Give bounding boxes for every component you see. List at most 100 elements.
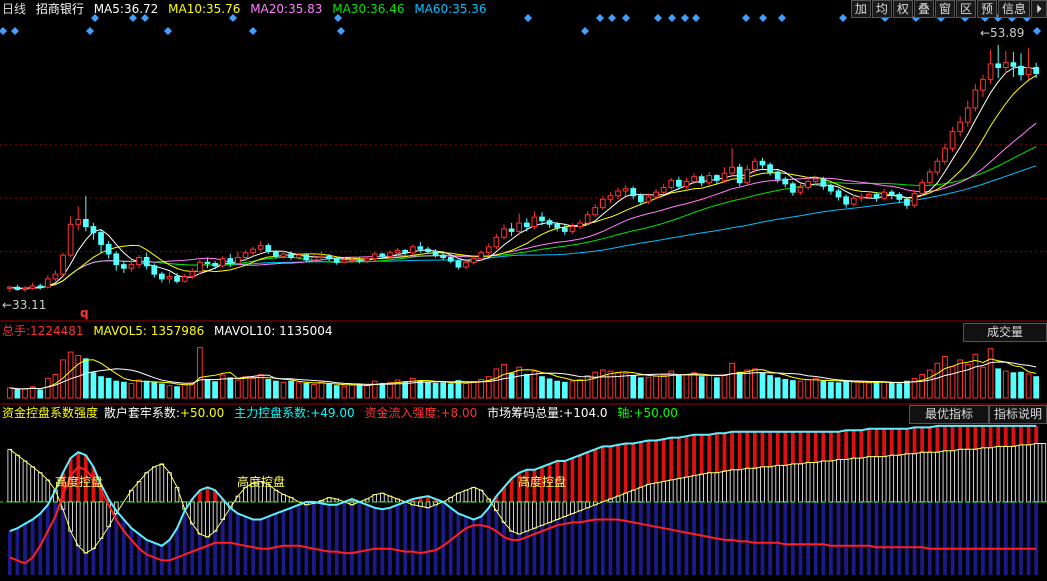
candle	[29, 282, 36, 290]
volume-bar	[896, 383, 903, 399]
candle-body	[159, 273, 165, 280]
indicator-white-bar	[151, 466, 157, 503]
toolbar-window-button[interactable]: 窗	[934, 0, 955, 18]
volume-bar	[60, 359, 66, 399]
best-indicator-tab[interactable]: 最优指标	[909, 405, 989, 424]
candle-body	[90, 226, 97, 234]
indicator-white-bar	[965, 448, 971, 503]
volume-bar	[949, 366, 956, 399]
candle-body	[280, 253, 287, 257]
low-price-marker: ←33.11	[2, 298, 46, 312]
candle-body	[227, 258, 234, 264]
indicator-white-bar	[843, 459, 849, 503]
indicator-blue-bar	[266, 516, 271, 575]
indicator-blue-bar	[61, 501, 65, 575]
candle	[942, 143, 948, 165]
candle	[417, 242, 424, 253]
toolbar-forecast-button[interactable]: 预	[976, 0, 997, 18]
candle	[995, 44, 1002, 79]
indicator-blue-bar	[874, 501, 879, 575]
indicator-white-bar	[904, 453, 910, 503]
candle-body	[204, 261, 211, 264]
indicator-blue-bar	[562, 501, 567, 575]
indicator-red-bar	[722, 433, 727, 502]
indicator-blue-bar	[228, 507, 233, 575]
indicator-white-bar	[516, 501, 522, 535]
toolbar-overlay-button[interactable]: 叠	[913, 0, 934, 18]
candle-body	[569, 226, 576, 232]
candle	[645, 193, 652, 205]
indicator-red-bar	[676, 437, 681, 502]
candle	[432, 249, 439, 258]
indicator-blue-bar	[395, 504, 400, 575]
indicator-help-tab[interactable]: 指标说明	[989, 405, 1047, 424]
toolbar-info-button[interactable]: 信息	[997, 0, 1030, 18]
candle-body	[303, 254, 310, 261]
indicator-white-bar	[136, 481, 142, 503]
volume-bar	[721, 374, 728, 399]
toolbar-add-button[interactable]: 加	[850, 0, 871, 18]
indicator-blue-bar	[897, 501, 902, 575]
signal-diamond-icon	[839, 14, 847, 22]
candle	[1033, 62, 1040, 79]
indicator-blue-bar	[798, 501, 803, 575]
toolbar-collapse-icon[interactable]: ⏵	[1031, 0, 1047, 18]
volume-tab[interactable]: 成交量	[963, 323, 1047, 342]
toolbar-range-button[interactable]: 区	[955, 0, 976, 18]
candle	[508, 223, 515, 237]
candle	[752, 157, 758, 174]
volume-bar	[235, 379, 241, 399]
indicator-blue-bar	[844, 501, 849, 575]
signal-diamond-icon	[622, 14, 630, 22]
indicator-white-bar	[813, 462, 819, 503]
volume-bar	[987, 348, 994, 399]
indicator-white-bar	[1026, 444, 1031, 503]
candle-body	[676, 179, 682, 187]
candle-body	[637, 195, 644, 203]
candle	[219, 256, 226, 269]
indicator-white-bar	[1041, 443, 1047, 503]
indicator-white-bar	[881, 456, 887, 503]
volume-bar	[607, 370, 614, 399]
candle	[539, 212, 545, 226]
candle-body	[949, 131, 956, 149]
toolbar-ma-button[interactable]: 均	[871, 0, 892, 18]
indicator-blue-bar	[950, 501, 955, 575]
volume-bar	[577, 379, 583, 399]
volume-bar	[1018, 371, 1024, 399]
period-label[interactable]: 日线	[2, 2, 27, 16]
volume-bar	[402, 381, 409, 399]
candle	[485, 243, 492, 257]
candle	[911, 189, 918, 208]
candle-body	[470, 258, 477, 263]
volume-bar	[166, 385, 173, 399]
candle	[592, 204, 599, 218]
candle-body	[987, 63, 994, 80]
toolbar-rights-button[interactable]: 权	[892, 0, 913, 18]
candle-body	[14, 286, 21, 291]
candle	[113, 251, 120, 271]
candle	[919, 179, 926, 196]
indicator-blue-bar	[585, 501, 590, 575]
indicator-blue-bar	[661, 501, 666, 575]
indicator-item-zhuli: 主力控盘系数:+49.00	[234, 406, 355, 420]
candle	[1018, 53, 1024, 81]
candle-body	[501, 228, 507, 238]
candle-body	[752, 160, 758, 171]
candle-body	[151, 265, 158, 275]
candle	[463, 259, 469, 270]
volume-bar	[326, 383, 332, 399]
indicator-white-bar	[638, 486, 644, 503]
candle-body	[957, 121, 964, 133]
indicator-blue-bar	[958, 501, 963, 575]
indicator-annotation: 高度控盘	[55, 474, 103, 489]
candle	[637, 193, 644, 206]
volume-bar	[584, 375, 591, 399]
candle	[676, 176, 682, 190]
volume-bar	[478, 379, 485, 399]
candle	[714, 174, 720, 184]
candle	[44, 275, 51, 289]
ma20-label: MA20:35.83	[250, 2, 323, 16]
indicator-white-bar	[75, 501, 81, 547]
candle	[516, 213, 523, 235]
